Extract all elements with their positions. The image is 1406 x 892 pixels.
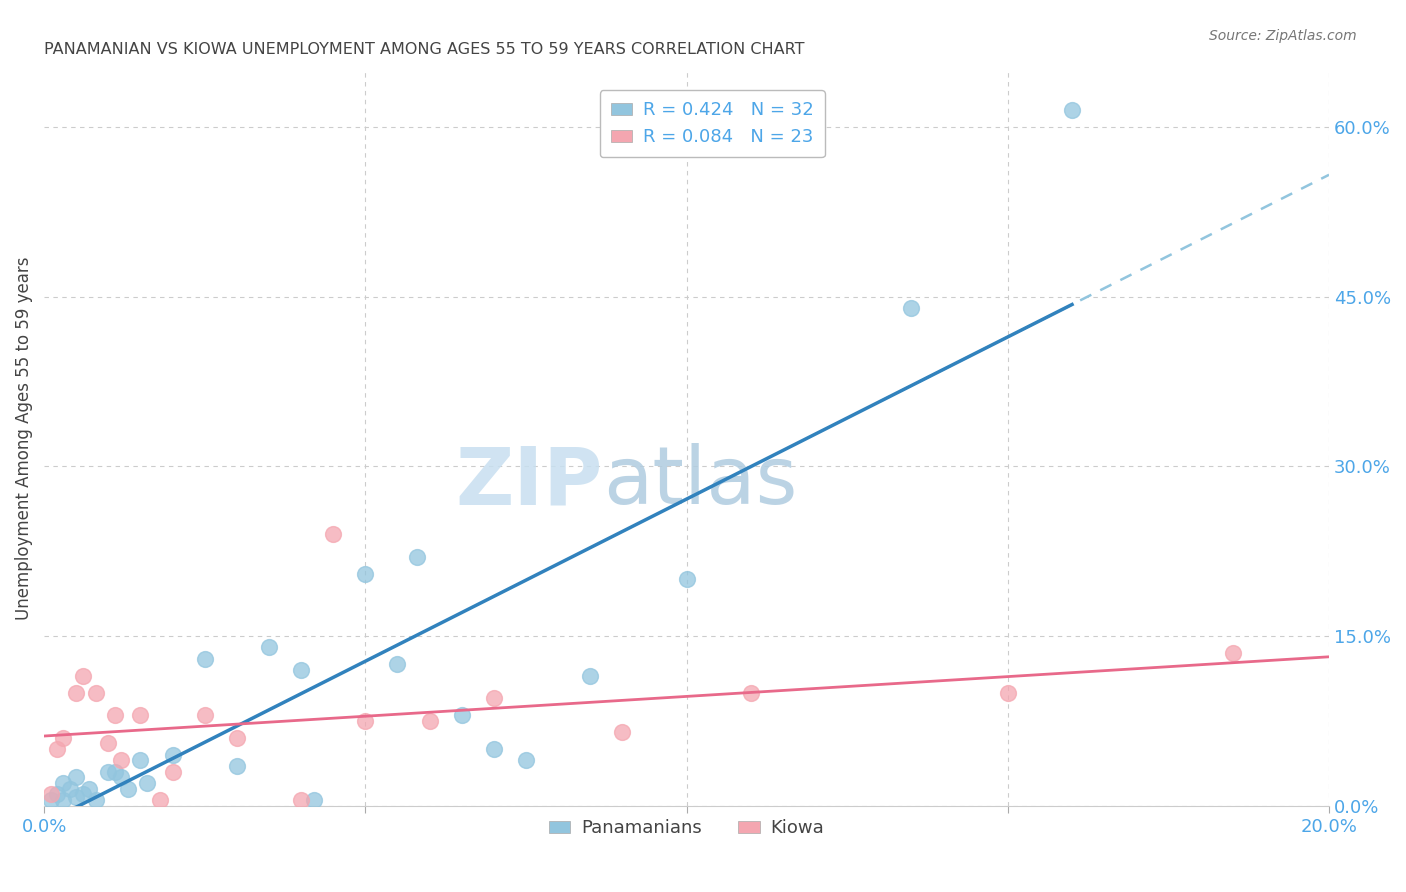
Point bbox=[84, 685, 107, 699]
Text: PANAMANIAN VS KIOWA UNEMPLOYMENT AMONG AGES 55 TO 59 YEARS CORRELATION CHART: PANAMANIAN VS KIOWA UNEMPLOYMENT AMONG A… bbox=[44, 42, 804, 57]
Point bbox=[482, 742, 505, 756]
Point bbox=[104, 764, 127, 779]
Point bbox=[129, 708, 152, 723]
Y-axis label: Unemployment Among Ages 55 to 59 years: Unemployment Among Ages 55 to 59 years bbox=[15, 256, 32, 620]
Point bbox=[46, 742, 69, 756]
Point bbox=[612, 725, 634, 739]
Point bbox=[59, 781, 82, 796]
Point bbox=[740, 685, 762, 699]
Point bbox=[997, 685, 1019, 699]
Point bbox=[65, 685, 87, 699]
Point bbox=[52, 776, 75, 790]
Point bbox=[387, 657, 409, 672]
Point bbox=[97, 737, 120, 751]
Point bbox=[579, 668, 602, 682]
Point bbox=[52, 731, 75, 745]
Point bbox=[354, 714, 377, 728]
Text: atlas: atlas bbox=[603, 443, 797, 521]
Point bbox=[354, 566, 377, 581]
Point bbox=[129, 754, 152, 768]
Point bbox=[515, 754, 537, 768]
Point bbox=[52, 793, 75, 807]
Point bbox=[675, 573, 697, 587]
Point bbox=[405, 549, 427, 564]
Point bbox=[149, 793, 172, 807]
Point bbox=[77, 781, 100, 796]
Point bbox=[110, 754, 132, 768]
Point bbox=[117, 781, 139, 796]
Point bbox=[104, 708, 127, 723]
Point bbox=[97, 764, 120, 779]
Point bbox=[450, 708, 472, 723]
Point bbox=[72, 788, 94, 802]
Point bbox=[225, 759, 247, 773]
Point bbox=[162, 764, 184, 779]
Point bbox=[419, 714, 441, 728]
Point bbox=[194, 708, 217, 723]
Text: ZIP: ZIP bbox=[456, 443, 603, 521]
Point bbox=[110, 771, 132, 785]
Point bbox=[302, 793, 325, 807]
Point bbox=[257, 640, 280, 655]
Point bbox=[46, 788, 69, 802]
Point bbox=[39, 793, 62, 807]
Point bbox=[65, 789, 87, 804]
Point bbox=[900, 301, 922, 315]
Point bbox=[65, 771, 87, 785]
Point bbox=[194, 651, 217, 665]
Point bbox=[290, 663, 312, 677]
Point bbox=[72, 668, 94, 682]
Point bbox=[1222, 646, 1244, 660]
Point bbox=[290, 793, 312, 807]
Point bbox=[322, 527, 344, 541]
Point bbox=[482, 691, 505, 706]
Point bbox=[135, 776, 157, 790]
Point bbox=[225, 731, 247, 745]
Point bbox=[1060, 103, 1083, 117]
Point bbox=[39, 788, 62, 802]
Legend: Panamanians, Kiowa: Panamanians, Kiowa bbox=[541, 812, 831, 845]
Text: Source: ZipAtlas.com: Source: ZipAtlas.com bbox=[1209, 29, 1357, 43]
Point bbox=[162, 747, 184, 762]
Point bbox=[84, 793, 107, 807]
